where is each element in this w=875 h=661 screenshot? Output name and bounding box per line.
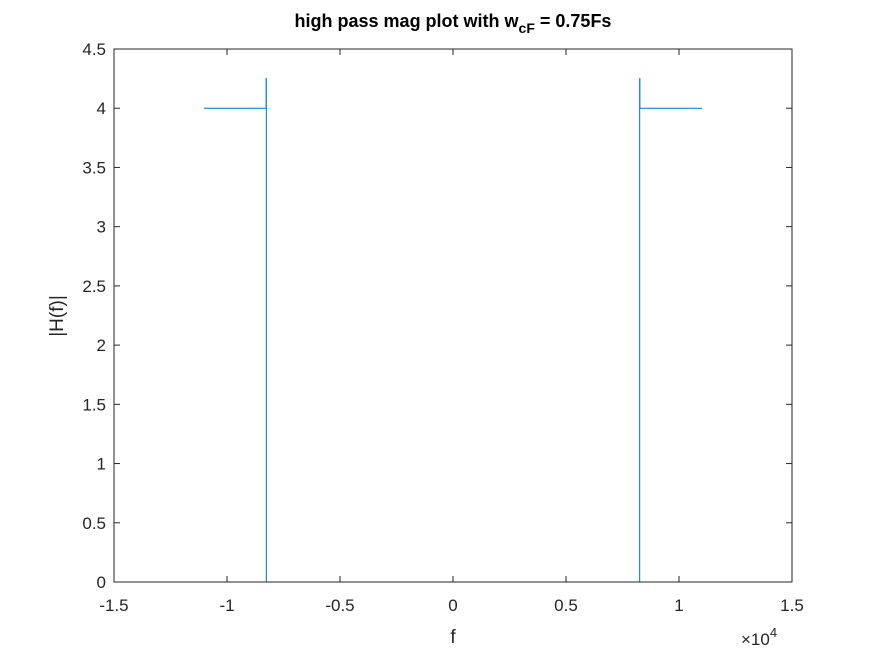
- y-axis-label: |H(f)|: [47, 295, 68, 337]
- y-tick-label: 2: [97, 336, 106, 355]
- y-tick-label: 0: [97, 573, 106, 592]
- x-tick-label: 1.5: [780, 596, 804, 615]
- x-tick-label: -1: [219, 596, 234, 615]
- y-tick-label: 4.5: [82, 40, 106, 59]
- x-exponent-label: ×104: [741, 625, 777, 649]
- y-tick-label: 1: [97, 455, 106, 474]
- x-ticks: -1.5 -1 -0.5 0 0.5 1 1.5: [99, 49, 804, 615]
- y-tick-label: 2.5: [82, 277, 106, 296]
- x-axis-label: f: [450, 627, 456, 648]
- y-tick-label: 4: [97, 99, 106, 118]
- plot-background: [114, 49, 792, 582]
- y-tick-label: 1.5: [82, 395, 106, 414]
- x-tick-label: 1: [674, 596, 683, 615]
- x-tick-label: 0: [448, 596, 457, 615]
- chart-title: high pass mag plot with wcF = 0.75Fs: [295, 11, 612, 36]
- x-tick-label: -1.5: [99, 596, 128, 615]
- x-tick-label: -0.5: [325, 596, 354, 615]
- y-tick-label: 3: [97, 218, 106, 237]
- y-tick-label: 3.5: [82, 158, 106, 177]
- x-tick-label: 0.5: [554, 596, 578, 615]
- y-ticks: 0 0.5 1 1.5 2 2.5 3 3.5 4 4.5: [82, 40, 792, 592]
- y-tick-label: 0.5: [82, 514, 106, 533]
